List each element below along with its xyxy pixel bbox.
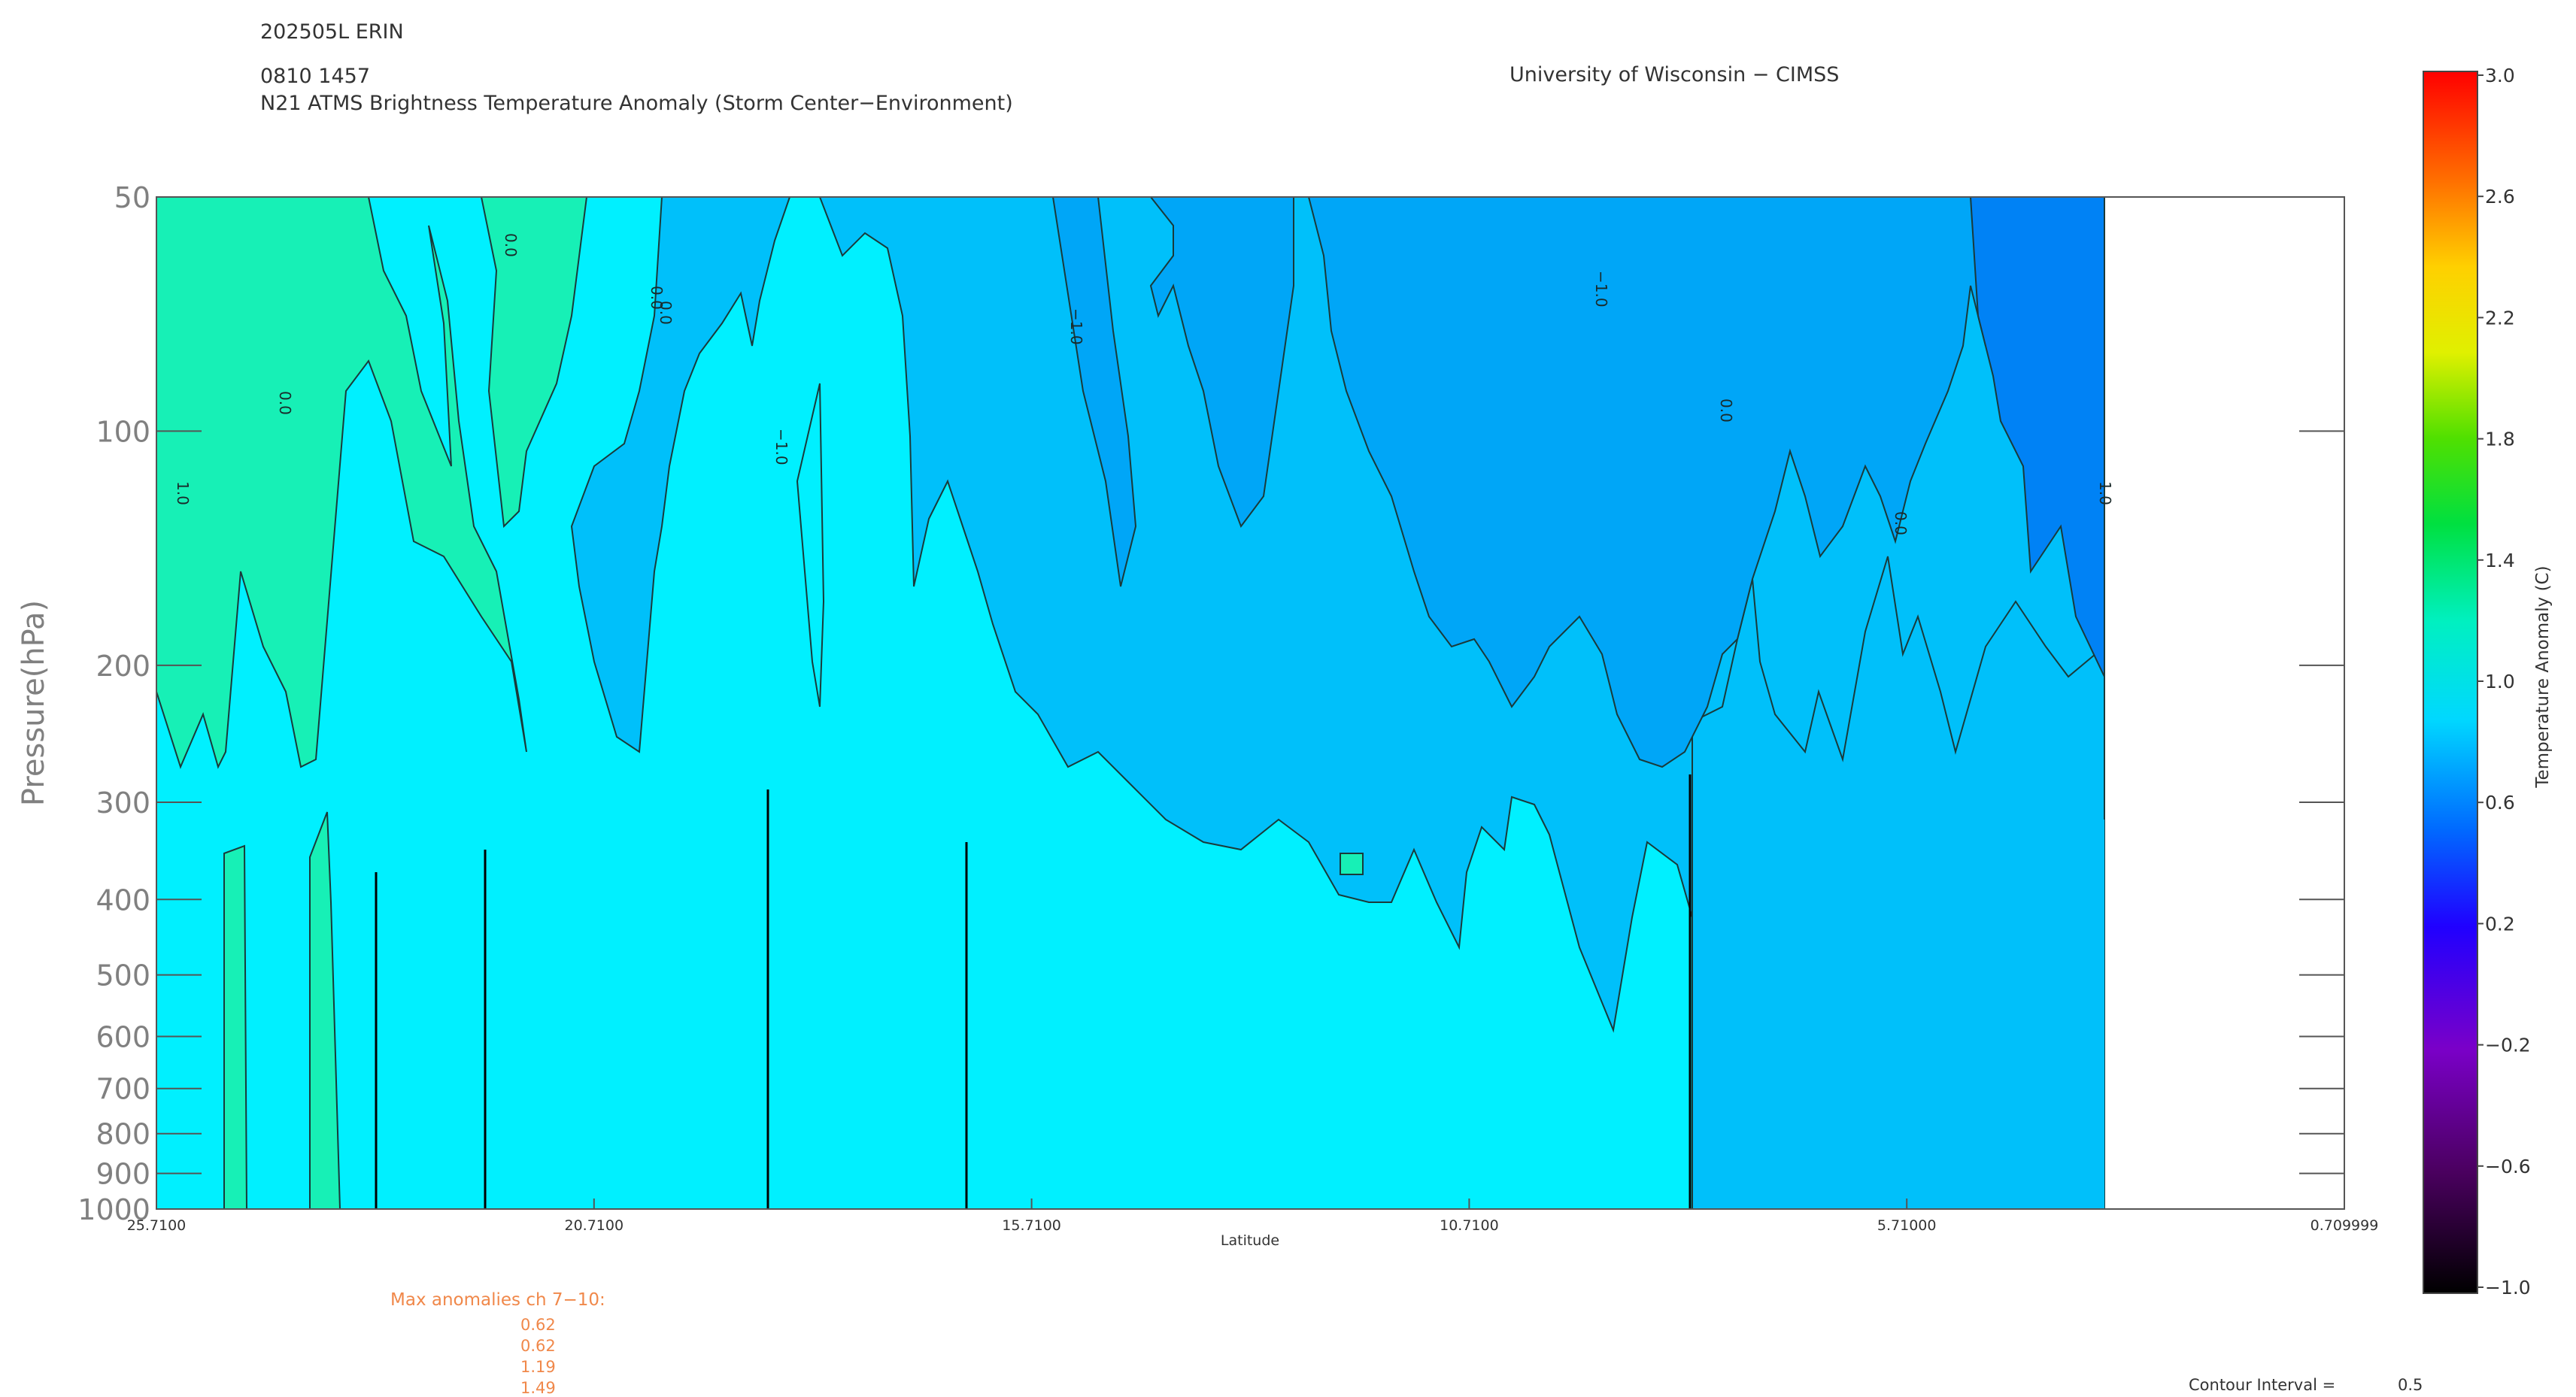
plot-frame xyxy=(156,196,2345,1210)
institution: University of Wisconsin − CIMSS xyxy=(1509,63,1840,86)
x-tick-label: 25.7100 xyxy=(127,1217,187,1234)
colorbar-tick-label: 1.0 xyxy=(2485,671,2515,692)
contour-label: 0.0 xyxy=(648,286,666,310)
colorbar-tick-label: −0.2 xyxy=(2485,1035,2531,1056)
contour-fill-0.8-strip1 xyxy=(223,844,248,1209)
y-tick-label: 200 xyxy=(96,650,150,683)
datetime: 0810 1457 xyxy=(260,65,371,88)
contour-fill-0.3 xyxy=(1149,197,1995,768)
contour-fill-0.8-left xyxy=(156,197,527,769)
data-edge-strip xyxy=(2086,820,2104,1209)
x-tick-label: 10.7100 xyxy=(1440,1217,1499,1234)
x-tick-label: 20.7100 xyxy=(565,1217,624,1234)
contour-label: 0.0 xyxy=(1717,398,1735,423)
contour-label: 0.0 xyxy=(1892,511,1910,535)
contour-fill-0.2 xyxy=(1969,197,2105,677)
max-anomaly-value: 0.62 xyxy=(520,1337,556,1355)
contour-label: −1.0 xyxy=(1592,271,1610,308)
y-tick-label: 900 xyxy=(96,1158,150,1191)
colorbar-tick-label: 1.4 xyxy=(2485,550,2515,571)
colorbar xyxy=(2423,71,2478,1294)
contour-label: 1.0 xyxy=(2096,481,2114,505)
x-tick-label: 5.71000 xyxy=(1877,1217,1937,1234)
contour-label: −1.0 xyxy=(1067,308,1085,345)
contour-interval-value: 0.5 xyxy=(2398,1376,2423,1394)
x-axis: 25.7100 20.7100 15.7100 10.7100 5.71000 0.709… xyxy=(127,1199,2379,1234)
contour-interval-label: Contour Interval = xyxy=(2189,1376,2336,1394)
contour-label: 0.0 xyxy=(657,301,675,325)
contour-fill-0.8-mid xyxy=(480,197,588,529)
y-tick-label: 50 xyxy=(114,181,150,214)
colorbar-tick-label: 3.0 xyxy=(2485,65,2515,86)
max-anomalies-list: 0.62 0.62 1.19 1.49 xyxy=(520,1316,556,1397)
y-tick-label: 800 xyxy=(96,1118,150,1151)
contour-fill-0.4-hole xyxy=(796,383,825,708)
product-title: N21 ATMS Brightness Temperature Anomaly … xyxy=(260,92,1013,115)
y-tick-label: 1000 xyxy=(77,1193,150,1226)
y-tick-label: 300 xyxy=(96,786,150,820)
y-tick-label: 600 xyxy=(96,1020,150,1053)
y-tick-label: 400 xyxy=(96,883,150,917)
colorbar-tick-label: 0.6 xyxy=(2485,792,2515,814)
colorbar-ticks: 3.0 2.6 2.2 1.8 1.4 1.0 0.6 0.2 −0.2 −0.6 −1.0 xyxy=(2477,65,2531,1299)
contour-labels: 1.00.00.00.00.0−1.0−1.0−1.00.00.01.0 xyxy=(174,233,2114,535)
vertical-artifact-1 xyxy=(375,774,1692,1209)
storm-id: 202505L ERIN xyxy=(260,20,404,44)
y-tick-label: 500 xyxy=(96,959,150,992)
colorbar-tick-label: 2.6 xyxy=(2485,186,2515,208)
colorbar-label: Temperature Anomaly (C) xyxy=(2533,565,2553,788)
colorbar-tick-label: −1.0 xyxy=(2485,1277,2531,1299)
colorbar-tick-label: −0.6 xyxy=(2485,1156,2531,1177)
y-tick-label: 700 xyxy=(96,1073,150,1106)
contour-fill-0.8-strip2 xyxy=(309,811,341,1209)
x-tick-label: 15.7100 xyxy=(1002,1217,1061,1234)
box-artifact xyxy=(1340,853,1364,875)
contour-fill-0.3-b xyxy=(1051,197,1137,587)
max-anomaly-value: 0.62 xyxy=(520,1316,556,1334)
colorbar-tick-label: 2.2 xyxy=(2485,307,2515,329)
y-axis-label: Pressure(hPa) xyxy=(17,600,51,806)
contour-fill-0.4-lower xyxy=(1692,556,2105,1209)
contour-label: 0.0 xyxy=(502,233,520,257)
y-tick-label: 100 xyxy=(96,415,150,448)
colorbar-tick-label: 1.8 xyxy=(2485,429,2515,450)
heatmap-field xyxy=(156,197,2105,1209)
x-tick-label: 0.709999 xyxy=(2311,1217,2379,1234)
max-anomalies-label: Max anomalies ch 7−10: xyxy=(390,1290,605,1310)
contour-label: 0.0 xyxy=(276,391,294,415)
contour-label: −1.0 xyxy=(772,429,790,465)
max-anomaly-value: 1.19 xyxy=(520,1358,556,1376)
contour-label: 1.0 xyxy=(174,481,192,505)
colorbar-tick-label: 0.2 xyxy=(2485,913,2515,935)
x-axis-label: Latitude xyxy=(1221,1232,1279,1249)
max-anomaly-value: 1.49 xyxy=(520,1379,556,1397)
